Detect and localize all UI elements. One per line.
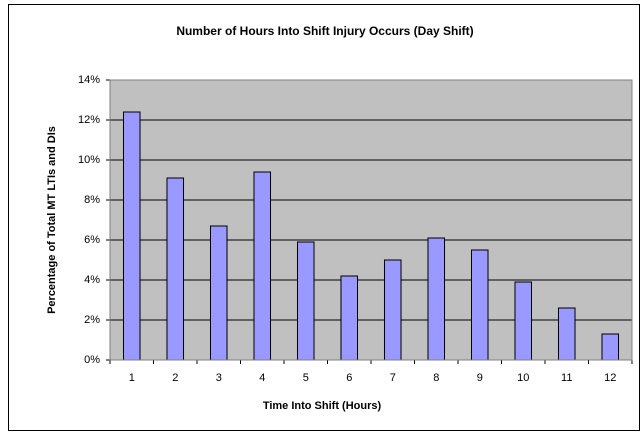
bar — [383, 259, 402, 361]
x-tick-label: 11 — [561, 372, 572, 384]
y-tick-label: 2% — [84, 314, 100, 326]
y-tick-label: 14% — [78, 74, 100, 86]
bar — [427, 237, 446, 361]
x-tick-label: 9 — [477, 372, 483, 384]
x-axis-title: Time Into Shift (Hours) — [263, 400, 382, 412]
bar — [470, 249, 489, 361]
bar — [601, 333, 620, 361]
bar — [122, 111, 141, 361]
y-tick-label: 0% — [84, 354, 100, 366]
plot-area — [110, 80, 632, 360]
x-tick-label: 6 — [346, 372, 352, 384]
bar — [209, 225, 228, 361]
plot-border — [109, 79, 633, 361]
y-tick-label: 12% — [78, 114, 100, 126]
bar — [166, 177, 185, 361]
x-tick-label: 5 — [303, 372, 309, 384]
bar — [296, 241, 315, 361]
x-tick-label: 3 — [216, 372, 222, 384]
y-tick-label: 10% — [78, 154, 100, 166]
bar — [253, 171, 272, 361]
x-tick-label: 4 — [259, 372, 265, 384]
x-tick-label: 1 — [129, 372, 135, 384]
x-tick-label: 2 — [172, 372, 178, 384]
x-tick-label: 8 — [433, 372, 439, 384]
y-tick-label: 4% — [84, 274, 100, 286]
bar — [557, 307, 576, 361]
y-tick-label: 8% — [84, 194, 100, 206]
y-tick-label: 6% — [84, 234, 100, 246]
x-tick-label: 10 — [517, 372, 529, 384]
bar — [340, 275, 359, 361]
chart-title: Number of Hours Into Shift Injury Occurs… — [176, 24, 473, 38]
bar — [514, 281, 533, 361]
y-axis-title: Percentage of Total MT LTIs and DIs — [46, 126, 58, 314]
x-tick-label: 7 — [390, 372, 396, 384]
x-tick-label: 12 — [604, 372, 616, 384]
